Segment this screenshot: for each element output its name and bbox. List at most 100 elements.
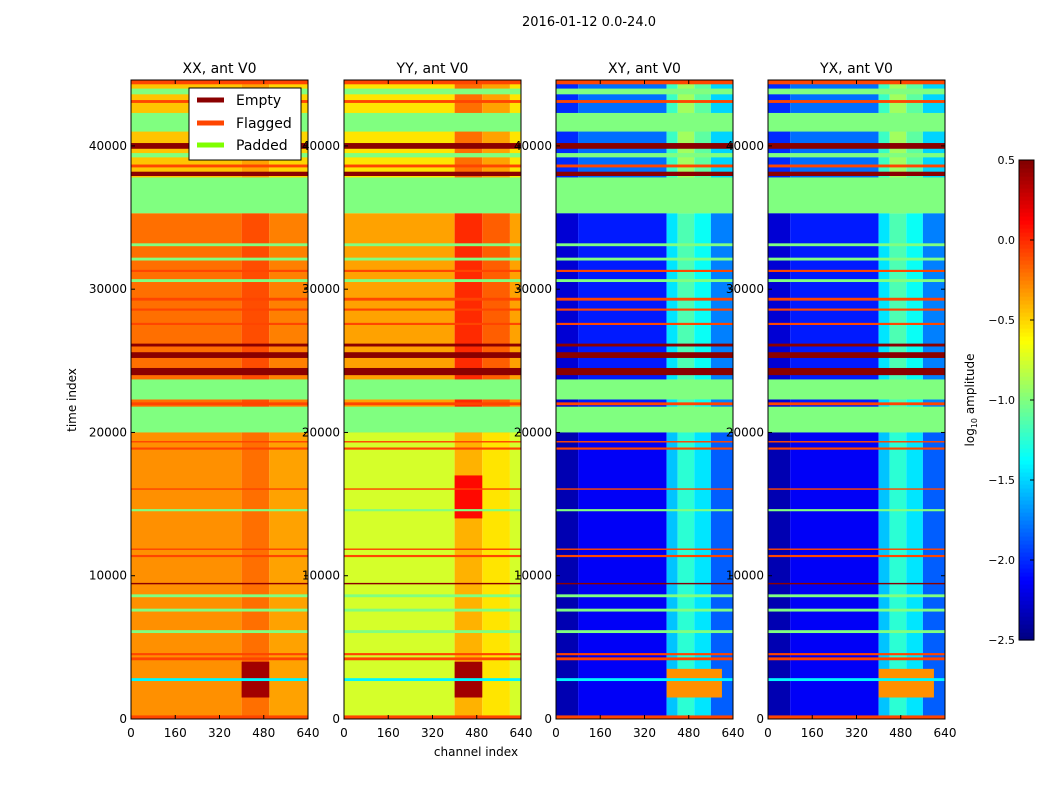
band-flagged [556, 554, 733, 558]
colorbar-segment [1019, 272, 1034, 277]
panel-yy: YY, ant V0 0 160 320 480 640 0 10000 20000 30000 4… [302, 61, 533, 740]
legend: Empty Flagged Padded [188, 87, 302, 161]
legend-label-flagged: Flagged [236, 116, 292, 132]
colorbar-segment [1019, 412, 1034, 417]
x-tick-label: 0 [127, 726, 135, 740]
colorbar-segment [1019, 500, 1034, 505]
colorbar-segment [1019, 584, 1034, 589]
colorbar-segment [1019, 316, 1034, 321]
band-padded [344, 509, 521, 512]
colorbar: 0.5 0.0 −0.5 −1.0 −1.5 −2.0 −2.5 [988, 154, 1035, 647]
colorbar-segment [1019, 464, 1034, 469]
y-tick-label: 40000 [302, 139, 340, 153]
band-flagged [131, 548, 308, 550]
band-padded [344, 279, 521, 283]
colorbar-tick-label: −1.0 [988, 394, 1015, 407]
colorbar-segment [1019, 384, 1034, 389]
colorbar-tick-label: −0.5 [988, 314, 1015, 327]
colorbar-segment [1019, 568, 1034, 573]
colorbar-segment [1019, 276, 1034, 281]
band-padded [131, 257, 308, 261]
y-tick-label: 0 [119, 712, 127, 726]
band-flagged [556, 308, 733, 311]
band-empty [344, 367, 521, 376]
colorbar-segment [1019, 216, 1034, 221]
colorbar-segment [1019, 612, 1034, 617]
band-flagged [556, 164, 733, 168]
band-padded [131, 594, 308, 598]
colorbar-segment [1019, 604, 1034, 609]
y-tick-label: 30000 [302, 282, 340, 296]
band-empty [344, 143, 521, 149]
band-padded [344, 88, 521, 95]
colorbar-tick-label: −1.5 [988, 474, 1015, 487]
y-tick-label: 0 [756, 712, 764, 726]
x-tick-label: 160 [801, 726, 824, 740]
band-flagged [768, 322, 945, 325]
heatmap-cell [906, 432, 923, 719]
colorbar-segment [1019, 560, 1034, 565]
colorbar-segment [1019, 524, 1034, 529]
band-flagged [556, 657, 733, 661]
colorbar-label-rest: amplitude [963, 354, 977, 418]
x-tick-label: 640 [934, 726, 957, 740]
colorbar-segment [1019, 228, 1034, 233]
colorbar-segment [1019, 556, 1034, 561]
colorbar-segment [1019, 540, 1034, 545]
colorbar-segment [1019, 552, 1034, 557]
band-padded [344, 112, 521, 132]
band-empty [131, 367, 308, 376]
colorbar-segment [1019, 336, 1034, 341]
colorbar-segment [1019, 240, 1034, 245]
colorbar-segment [1019, 192, 1034, 197]
band-empty [556, 171, 733, 176]
band-empty [344, 582, 521, 585]
x-tick-label: 320 [633, 726, 656, 740]
colorbar-segment [1019, 428, 1034, 433]
colorbar-segment [1019, 356, 1034, 361]
colorbar-segment [1019, 564, 1034, 569]
band-flagged [131, 402, 308, 406]
band-flagged [556, 548, 733, 550]
colorbar-segment [1019, 380, 1034, 385]
colorbar-segment [1019, 544, 1034, 549]
colorbar-segment [1019, 360, 1034, 365]
band-padded [768, 257, 945, 261]
heatmap-cell [269, 432, 308, 719]
colorbar-segment [1019, 636, 1034, 641]
band-flagged [768, 548, 945, 550]
band-flagged [556, 653, 733, 656]
band-padded [556, 112, 733, 132]
band-flagged [131, 269, 308, 272]
y-tick-label: 40000 [514, 139, 552, 153]
heatmap-cell [790, 432, 879, 719]
colorbar-segment [1019, 244, 1034, 249]
y-tick-label: 30000 [726, 282, 764, 296]
colorbar-segment [1019, 352, 1034, 357]
x-tick-label: 320 [421, 726, 444, 740]
heatmap-hot-region [454, 475, 483, 519]
band-empty [131, 171, 308, 176]
x-axis-label: channel index [434, 745, 518, 759]
colorbar-segment [1019, 508, 1034, 513]
band-padded [131, 279, 308, 283]
band-padded [344, 379, 521, 400]
band-padded [131, 630, 308, 634]
band-flagged [344, 548, 521, 550]
band-cyan [131, 678, 308, 682]
colorbar-segment [1019, 180, 1034, 185]
panels: XX, ant V0 0 160 320 480 640 0 10000 20000 30000 4… [89, 61, 957, 740]
legend-label-padded: Padded [236, 138, 288, 154]
band-flagged [556, 269, 733, 272]
x-tick-label: 480 [677, 726, 700, 740]
heatmap-cell [878, 432, 890, 719]
heatmap-cell [922, 432, 945, 719]
colorbar-segment [1019, 628, 1034, 633]
colorbar-segment [1019, 472, 1034, 477]
colorbar-segment [1019, 516, 1034, 521]
colorbar-segment [1019, 588, 1034, 593]
colorbar-label: log10 amplitude [963, 354, 979, 447]
x-tick-label: 0 [340, 726, 348, 740]
colorbar-segment [1019, 256, 1034, 261]
band-padded [131, 177, 308, 214]
